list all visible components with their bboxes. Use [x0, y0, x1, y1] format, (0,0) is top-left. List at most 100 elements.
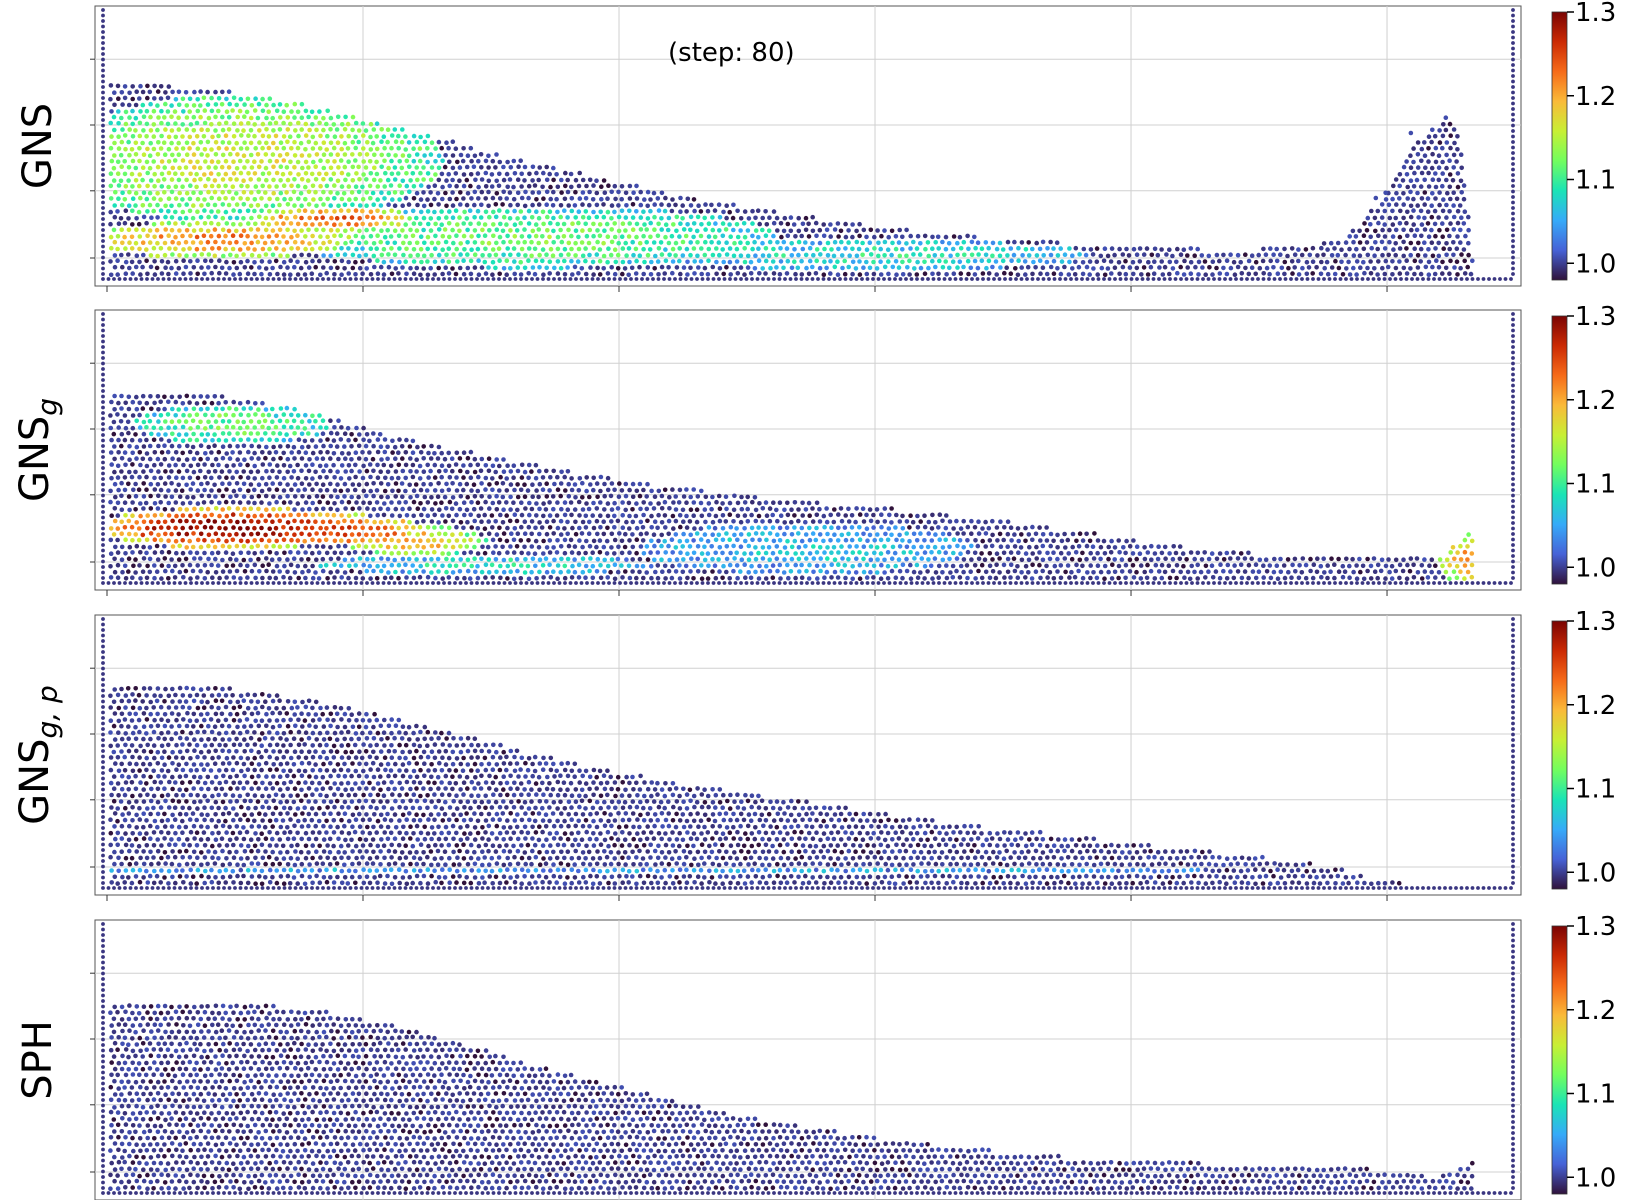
wall-particle	[101, 350, 105, 355]
fluid-particle	[951, 271, 957, 277]
fluid-particle	[365, 556, 370, 562]
fluid-particle	[223, 196, 228, 201]
wall-particle	[1511, 239, 1515, 243]
fluid-particle	[857, 550, 862, 555]
fluid-particle	[306, 227, 311, 233]
fluid-particle	[468, 221, 473, 227]
fluid-particle	[1372, 569, 1378, 574]
fluid-particle	[586, 240, 592, 246]
fluid-particle	[130, 575, 135, 580]
fluid-particle	[1425, 221, 1431, 226]
fluid-particle	[1401, 164, 1407, 170]
wall-particle	[321, 581, 325, 585]
wall-particle	[1069, 277, 1073, 281]
fluid-particle	[320, 215, 326, 220]
fluid-particle	[1383, 576, 1388, 581]
fluid-particle	[361, 172, 366, 177]
fluid-particle	[483, 271, 489, 276]
wall-particle	[101, 277, 105, 281]
fluid-particle	[951, 537, 957, 542]
fluid-particle	[534, 170, 539, 176]
fluid-particle	[119, 139, 125, 145]
fluid-particle	[1070, 253, 1075, 258]
fluid-particle	[1412, 233, 1418, 238]
fluid-particle	[159, 563, 165, 568]
fluid-particle	[181, 247, 186, 252]
fluid-particle	[1117, 271, 1122, 277]
fluid-particle	[671, 222, 676, 227]
fluid-particle	[1300, 265, 1305, 271]
fluid-particle	[519, 246, 525, 252]
fluid-particle	[440, 184, 445, 190]
fluid-particle	[738, 265, 744, 270]
fluid-particle	[1249, 556, 1254, 561]
fluid-particle	[1005, 556, 1011, 562]
fluid-particle	[781, 253, 786, 258]
wall-particle	[150, 581, 155, 585]
fluid-particle	[1364, 240, 1370, 245]
fluid-particle	[342, 202, 348, 208]
fluid-particle	[244, 109, 250, 115]
fluid-particle	[181, 109, 186, 114]
fluid-particle	[429, 240, 435, 246]
fluid-particle	[634, 183, 639, 189]
fluid-particle	[468, 271, 474, 277]
fluid-particle	[608, 569, 613, 575]
fluid-particle	[601, 240, 606, 246]
fluid-particle	[281, 272, 287, 277]
fluid-particle	[163, 127, 168, 132]
fluid-particle	[760, 545, 766, 550]
wall-particle	[101, 477, 105, 481]
wall-particle	[1349, 277, 1354, 281]
fluid-particle	[414, 215, 419, 221]
wall-particle	[1511, 471, 1515, 476]
fluid-particle	[317, 222, 323, 227]
fluid-particle	[389, 271, 395, 277]
fluid-particle	[1347, 563, 1352, 569]
fluid-particle	[914, 538, 920, 543]
wall-particle	[1223, 277, 1227, 281]
fluid-particle	[1455, 220, 1461, 226]
fluid-particle	[252, 271, 257, 277]
fluid-particle	[263, 252, 269, 257]
fluid-particle	[318, 525, 323, 531]
fluid-particle	[623, 190, 629, 196]
fluid-particle	[436, 252, 442, 258]
fluid-particle	[202, 108, 208, 113]
fluid-particle	[620, 259, 626, 265]
fluid-particle	[414, 139, 420, 145]
fluid-particle	[270, 152, 276, 157]
fluid-particle	[108, 564, 113, 569]
fluid-particle	[432, 209, 437, 215]
fluid-particle	[382, 184, 388, 189]
wall-particle	[101, 112, 105, 117]
fluid-particle	[309, 525, 315, 531]
fluid-particle	[670, 550, 675, 555]
fluid-particle	[116, 109, 121, 114]
fluid-particle	[158, 96, 164, 101]
fluid-particle	[291, 189, 297, 195]
fluid-particle	[162, 543, 167, 549]
fluid-particle	[1411, 159, 1416, 165]
wall-particle	[1511, 151, 1515, 155]
fluid-particle	[793, 234, 798, 239]
wall-particle	[398, 277, 402, 281]
fluid-particle	[1389, 563, 1395, 569]
fluid-particle	[148, 128, 154, 133]
fluid-particle	[192, 556, 197, 561]
fluid-particle	[173, 184, 179, 189]
fluid-particle	[350, 545, 356, 550]
fluid-particle	[541, 272, 546, 278]
fluid-particle	[396, 209, 402, 215]
wall-particle	[876, 277, 881, 281]
fluid-particle	[972, 234, 977, 240]
fluid-particle	[893, 246, 899, 252]
fluid-particle	[1195, 576, 1200, 581]
fluid-particle	[202, 576, 208, 581]
fluid-particle	[396, 233, 402, 239]
fluid-particle	[947, 531, 952, 537]
fluid-particle	[458, 252, 463, 257]
fluid-particle	[1418, 184, 1424, 189]
fluid-particle	[940, 265, 946, 270]
fluid-particle	[1436, 253, 1442, 259]
